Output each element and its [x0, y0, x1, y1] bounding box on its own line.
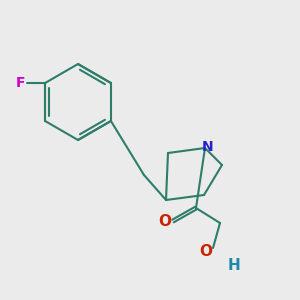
Text: F: F	[15, 76, 25, 90]
Text: N: N	[202, 140, 214, 154]
Text: O: O	[200, 244, 212, 259]
Text: O: O	[158, 214, 172, 229]
Text: H: H	[228, 257, 240, 272]
